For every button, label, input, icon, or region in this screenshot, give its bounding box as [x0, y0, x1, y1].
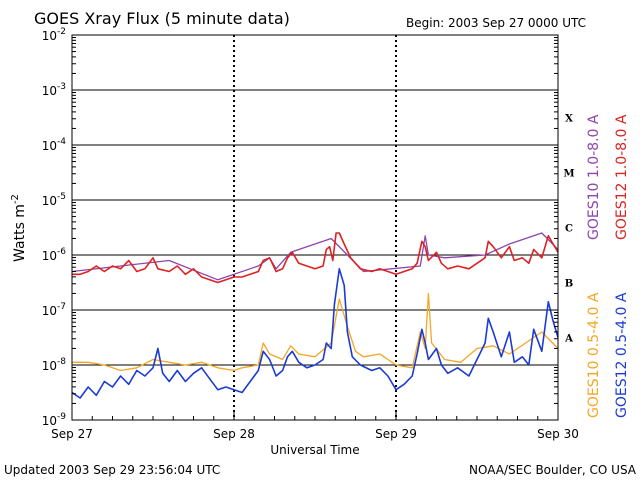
series-line-1	[72, 232, 559, 284]
y-tick-label: 10-7	[42, 302, 66, 318]
flare-class-C: C	[565, 224, 573, 235]
chart-title: GOES Xray Flux (5 minute data)	[34, 9, 290, 28]
series-layer	[71, 232, 559, 399]
y-tick-label: 10-9	[42, 412, 67, 428]
y-tick-label: 10-6	[42, 247, 67, 263]
updated-text: Updated 2003 Sep 29 23:56:04 UTC	[4, 463, 220, 477]
flare-class-A: A	[564, 334, 573, 345]
y-tick-label: 10-2	[42, 27, 66, 43]
flare-class-labels: X M C B A	[563, 114, 574, 345]
y-axis-label: Watts m-2	[10, 194, 28, 262]
legend-entry-0: GOES10 1.0-8.0 A	[586, 114, 602, 240]
x-tick-label: Sep 28	[213, 427, 255, 441]
flare-class-M: M	[563, 169, 574, 180]
y-tick-label: 10-8	[42, 357, 67, 373]
begin-label: Begin: 2003 Sep 27 0000 UTC	[406, 16, 586, 30]
y-tick-label: 10-3	[42, 82, 66, 98]
x-tick-label: Sep 27	[51, 427, 93, 441]
x-tick-label: Sep 30	[537, 427, 579, 441]
grid	[72, 35, 558, 420]
legend-entry-1: GOES12 1.0-8.0 A	[614, 114, 630, 240]
legend-lower: GOES10 0.5-4.0 A GOES12 0.5-4.0 A	[586, 292, 630, 418]
credit-text: NOAA/SEC Boulder, CO USA	[469, 463, 637, 477]
x-tick-label: Sep 29	[375, 427, 417, 441]
series-line-0	[71, 232, 559, 281]
x-axis-label: Universal Time	[270, 443, 359, 457]
legend-upper: GOES10 1.0-8.0 A GOES12 1.0-8.0 A	[586, 114, 630, 240]
y-axis-ticks: 10-9 10-8 10-7 10-6 10-5 10-4 10-3 10-2	[42, 27, 558, 428]
y-tick-label: 10-4	[42, 137, 67, 153]
svg-text:Watts m-2: Watts m-2	[10, 194, 28, 262]
legend-entry-3: GOES12 0.5-4.0 A	[614, 292, 630, 418]
x-axis-ticks: Sep 27 Sep 28 Sep 29 Sep 30	[51, 412, 579, 441]
series-line-2	[72, 292, 559, 372]
y-tick-label: 10-5	[42, 192, 66, 208]
flare-class-B: B	[565, 279, 573, 290]
flare-class-X: X	[565, 114, 573, 125]
series-line-3	[71, 267, 559, 399]
plot-frame	[71, 34, 559, 421]
legend-entry-2: GOES10 0.5-4.0 A	[586, 292, 602, 418]
